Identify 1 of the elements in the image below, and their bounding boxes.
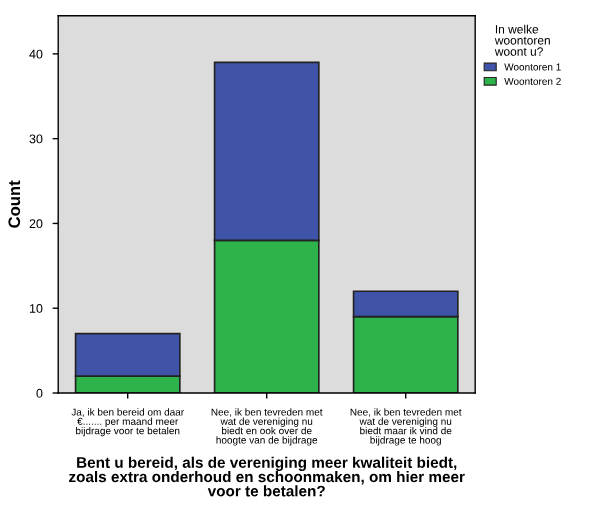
y-axis-title: Count <box>8 180 21 228</box>
